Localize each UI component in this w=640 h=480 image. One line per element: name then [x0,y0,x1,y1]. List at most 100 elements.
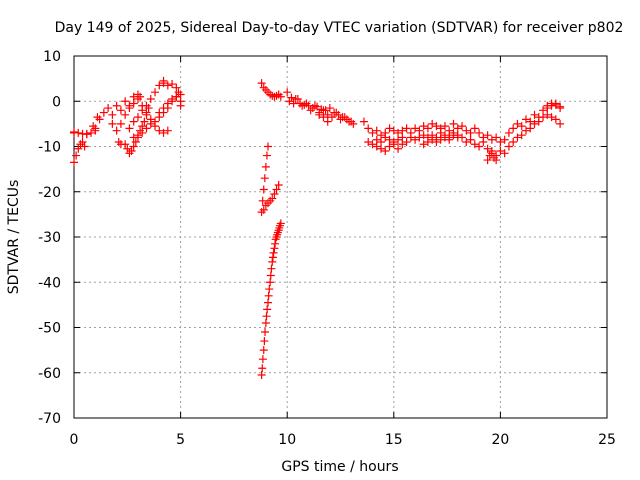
data-point-marker [492,133,501,142]
data-point-marker [99,108,108,117]
data-point-marker [266,271,275,280]
data-point-marker [260,337,269,346]
data-point-marker [82,130,91,139]
data-point-marker [394,128,403,137]
grid [74,56,607,418]
data-point-marker [131,137,140,146]
data-point-marker [487,147,496,156]
axis-ticks: 0 5 10 15 20 25 10 0 -10 -20 -30 -40 -50 -60 -70 [38,49,616,448]
data-point-marker [91,124,100,133]
data-series-segment [372,140,407,156]
data-point-marker [159,79,168,88]
data-point-marker [449,119,458,128]
data-point-marker [419,131,428,140]
data-point-marker [155,108,164,117]
data-point-marker [500,149,509,158]
data-point-marker [389,126,398,135]
data-point-marker [539,113,548,122]
data-point-marker [521,126,530,135]
data-point-marker [176,101,185,110]
data-point-marker [272,185,281,194]
data-point-marker [547,99,556,108]
data-point-marker [487,135,496,144]
data-point-marker [432,122,441,131]
data-point-marker [419,122,428,131]
data-point-marker [466,128,475,137]
data-point-marker [349,119,358,128]
data-point-marker [336,115,345,124]
data-point-marker [142,124,151,133]
data-point-marker [364,124,373,133]
data-point-marker [129,142,138,151]
data-point-marker [129,133,138,142]
y-tick-label: -50 [38,321,61,337]
data-point-marker [406,133,415,142]
data-point-marker [394,144,403,153]
x-tick-label: 25 [598,432,616,448]
data-point-marker [534,117,543,126]
x-tick-label: 0 [70,432,79,448]
data-point-marker [155,81,164,90]
data-point-marker [319,113,328,122]
data-point-marker [121,140,130,149]
data-point-marker [298,101,307,110]
data-point-marker [283,88,292,97]
data-point-marker [445,126,454,135]
data-point-marker [123,144,132,153]
data-point-marker [155,126,164,135]
data-point-marker [78,137,87,146]
data-point-marker [310,101,319,110]
data-point-marker [260,174,269,183]
data-point-marker [340,113,349,122]
data-point-marker [398,140,407,149]
data-point-marker [159,128,168,137]
data-point-marker [496,137,505,146]
data-point-marker [287,93,296,102]
data-point-marker [258,355,267,364]
data-point-marker [449,131,458,140]
data-point-marker [268,194,277,203]
chart-title: Day 149 of 2025, Sidereal Day-to-day VTE… [55,20,624,36]
data-point-marker [319,106,328,115]
data-point-marker [300,100,309,109]
data-point-marker [556,102,565,111]
data-point-marker [261,328,270,337]
data-point-marker [95,115,104,124]
plot-frame [73,55,608,419]
data-point-marker [258,364,267,373]
data-series-segment [89,90,142,133]
data-point-marker [129,99,138,108]
data-point-marker [121,97,130,106]
data-point-marker [125,104,134,113]
data-point-marker [163,99,172,108]
data-point-marker [377,144,386,153]
data-point-marker [436,135,445,144]
data-point-marker [112,126,121,135]
data-point-marker [398,133,407,142]
data-point-marker [415,126,424,135]
data-point-marker [146,115,155,124]
data-point-marker [257,79,266,88]
data-point-marker [475,142,484,151]
data-point-marker [87,128,96,137]
data-point-marker [168,80,177,89]
data-point-marker [368,140,377,149]
data-point-marker [530,119,539,128]
data-point-marker [159,104,168,113]
data-point-marker [423,137,432,146]
data-point-marker [285,97,294,106]
data-point-marker [428,135,437,144]
data-point-marker [293,94,302,103]
data-point-marker [140,117,149,126]
data-point-marker [108,119,117,128]
data-point-marker [163,81,172,90]
data-point-marker [500,135,509,144]
data-point-marker [377,131,386,140]
data-point-marker [163,126,172,135]
data-point-marker [483,131,492,140]
data-point-marker [440,122,449,131]
data-point-marker [479,137,488,146]
data-point-marker [74,144,83,153]
data-point-marker [146,94,155,103]
